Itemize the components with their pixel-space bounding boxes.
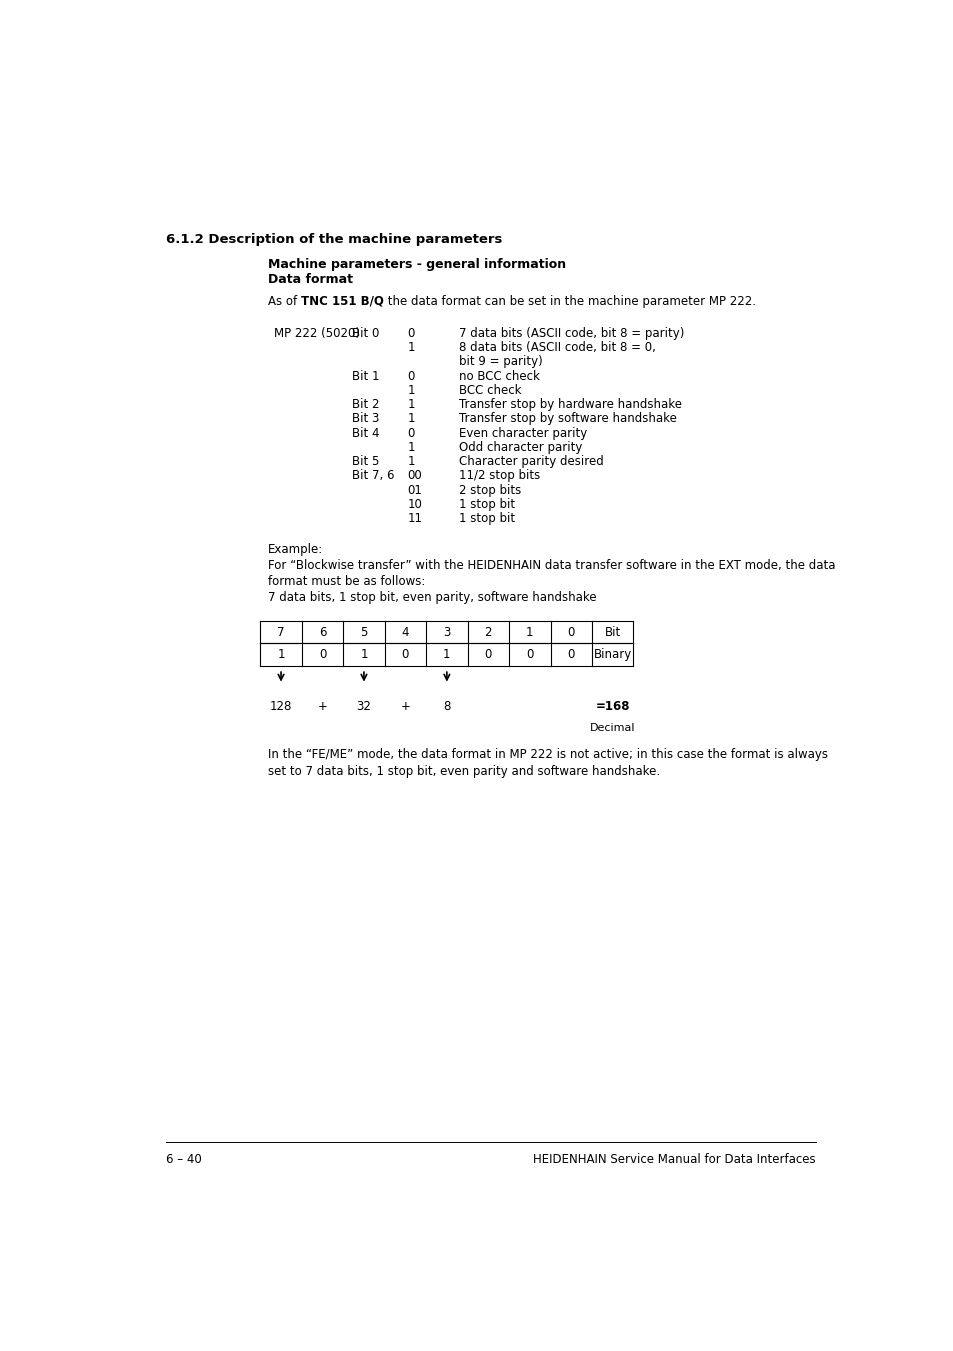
Text: =168: =168	[595, 700, 629, 712]
Text: 1: 1	[407, 399, 415, 411]
Text: the data format can be set in the machine parameter MP 222.: the data format can be set in the machin…	[383, 295, 755, 308]
Text: Decimal: Decimal	[589, 723, 635, 734]
Text: Odd character parity: Odd character parity	[458, 440, 581, 454]
Text: 11: 11	[407, 512, 422, 526]
Text: no BCC check: no BCC check	[458, 370, 539, 382]
Text: 1 stop bit: 1 stop bit	[458, 512, 515, 526]
Text: 128: 128	[270, 700, 292, 712]
Text: 0: 0	[407, 327, 415, 340]
Text: Machine parameters - general information: Machine parameters - general information	[268, 258, 565, 270]
Text: Even character parity: Even character parity	[458, 427, 586, 439]
Text: In the “FE/ME” mode, the data format in MP 222 is not active; in this case the f: In the “FE/ME” mode, the data format in …	[268, 748, 827, 762]
Text: 6.1.2 Description of the machine parameters: 6.1.2 Description of the machine paramet…	[166, 232, 501, 246]
Text: Bit 1: Bit 1	[352, 370, 379, 382]
Text: 8: 8	[443, 700, 450, 712]
Text: Bit 7, 6: Bit 7, 6	[352, 469, 394, 482]
Text: 8 data bits (ASCII code, bit 8 = 0,: 8 data bits (ASCII code, bit 8 = 0,	[458, 342, 655, 354]
Text: +: +	[400, 700, 410, 712]
Text: 10: 10	[407, 497, 422, 511]
Text: 11/2 stop bits: 11/2 stop bits	[458, 469, 539, 482]
Text: 0: 0	[567, 626, 575, 639]
Text: 1 stop bit: 1 stop bit	[458, 497, 515, 511]
Text: 0: 0	[407, 370, 415, 382]
Text: 5: 5	[360, 626, 367, 639]
Text: TNC 151 B/Q: TNC 151 B/Q	[300, 295, 383, 308]
Text: 7 data bits (ASCII code, bit 8 = parity): 7 data bits (ASCII code, bit 8 = parity)	[458, 327, 683, 340]
Text: 0: 0	[318, 648, 326, 661]
Text: Bit 3: Bit 3	[352, 412, 378, 426]
Text: 1: 1	[442, 648, 450, 661]
Text: Bit 0: Bit 0	[352, 327, 378, 340]
Text: For “Blockwise transfer” with the HEIDENHAIN data transfer software in the EXT m: For “Blockwise transfer” with the HEIDEN…	[268, 559, 835, 571]
Text: MP 222 (5020): MP 222 (5020)	[274, 327, 360, 340]
Text: 00: 00	[407, 469, 422, 482]
Text: +: +	[317, 700, 327, 712]
Text: 1: 1	[407, 412, 415, 426]
Text: 01: 01	[407, 484, 422, 497]
Text: Bit 5: Bit 5	[352, 455, 378, 467]
Text: 2: 2	[484, 626, 492, 639]
Text: Transfer stop by software handshake: Transfer stop by software handshake	[458, 412, 676, 426]
Text: Bit 4: Bit 4	[352, 427, 379, 439]
Text: HEIDENHAIN Service Manual for Data Interfaces: HEIDENHAIN Service Manual for Data Inter…	[533, 1154, 815, 1166]
Text: Character parity desired: Character parity desired	[458, 455, 603, 467]
Text: bit 9 = parity): bit 9 = parity)	[458, 355, 542, 369]
Text: 1: 1	[407, 342, 415, 354]
Text: 3: 3	[443, 626, 450, 639]
Text: 0: 0	[567, 648, 575, 661]
Text: 32: 32	[356, 700, 371, 712]
Text: 6: 6	[318, 626, 326, 639]
Text: BCC check: BCC check	[458, 384, 520, 397]
Text: Bit 2: Bit 2	[352, 399, 379, 411]
Text: Bit: Bit	[604, 626, 620, 639]
Text: 1: 1	[407, 384, 415, 397]
Text: 1: 1	[525, 626, 533, 639]
Text: 1: 1	[277, 648, 285, 661]
Text: 0: 0	[525, 648, 533, 661]
Text: As of: As of	[268, 295, 300, 308]
Text: 1: 1	[360, 648, 367, 661]
Text: Data format: Data format	[268, 273, 353, 286]
Text: format must be as follows:: format must be as follows:	[268, 576, 425, 588]
Text: Transfer stop by hardware handshake: Transfer stop by hardware handshake	[458, 399, 681, 411]
Text: 0: 0	[407, 427, 415, 439]
Text: 1: 1	[407, 455, 415, 467]
Text: 7: 7	[277, 626, 285, 639]
Text: 6 – 40: 6 – 40	[166, 1154, 201, 1166]
Text: set to 7 data bits, 1 stop bit, even parity and software handshake.: set to 7 data bits, 1 stop bit, even par…	[268, 765, 659, 778]
Text: 0: 0	[401, 648, 409, 661]
Text: 1: 1	[407, 440, 415, 454]
Text: 0: 0	[484, 648, 492, 661]
Text: Example:: Example:	[268, 543, 323, 555]
Text: Binary: Binary	[593, 648, 631, 661]
Text: 7 data bits, 1 stop bit, even parity, software handshake: 7 data bits, 1 stop bit, even parity, so…	[268, 592, 596, 604]
Text: 4: 4	[401, 626, 409, 639]
Text: 2 stop bits: 2 stop bits	[458, 484, 520, 497]
